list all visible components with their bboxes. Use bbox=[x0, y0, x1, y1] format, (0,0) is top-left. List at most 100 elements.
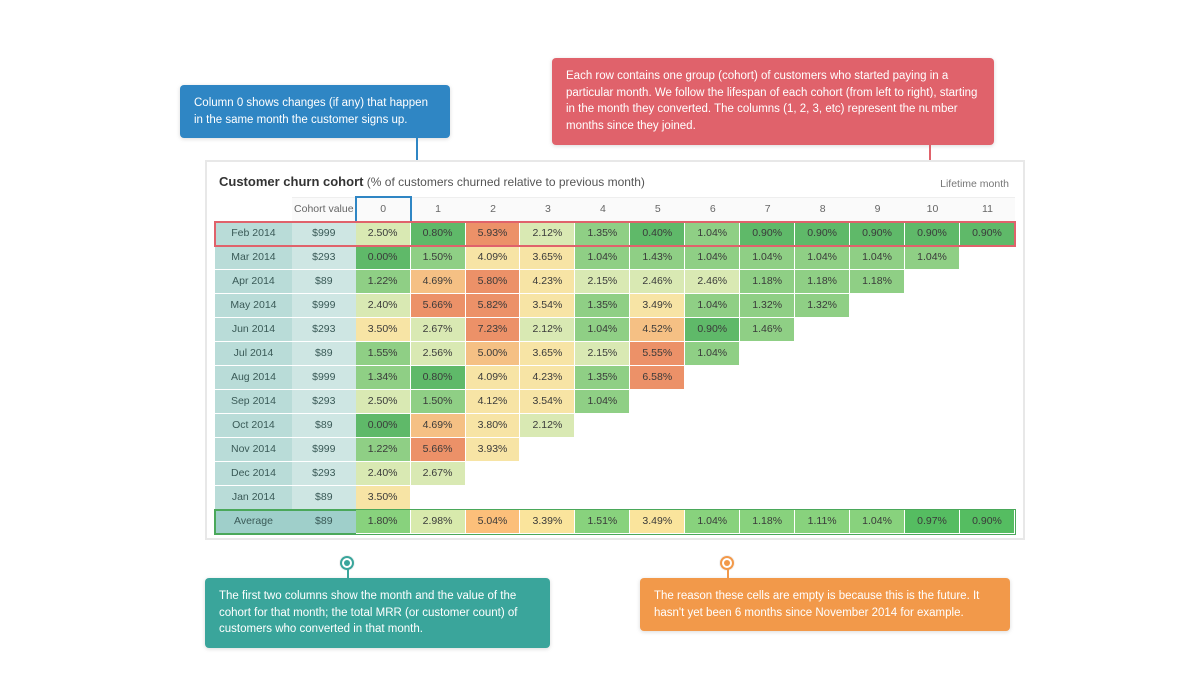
empty-cell bbox=[630, 414, 685, 438]
cell: 6.58% bbox=[630, 366, 685, 390]
col-header-4: 4 bbox=[575, 197, 630, 222]
col-header-9: 9 bbox=[850, 197, 905, 222]
cell: 2.15% bbox=[575, 342, 630, 366]
cell: 1.04% bbox=[850, 246, 905, 270]
cell: 1.35% bbox=[575, 366, 630, 390]
row-month: Aug 2014 bbox=[215, 366, 292, 390]
empty-cell bbox=[795, 486, 850, 510]
cell: 1.04% bbox=[685, 510, 740, 534]
cell: 1.04% bbox=[575, 390, 630, 414]
empty-cell bbox=[905, 342, 960, 366]
cell: 0.90% bbox=[685, 318, 740, 342]
cell: 4.09% bbox=[466, 366, 521, 390]
empty-cell bbox=[850, 366, 905, 390]
empty-cell bbox=[960, 486, 1015, 510]
cell: 4.23% bbox=[520, 270, 575, 294]
row-month: Jun 2014 bbox=[215, 318, 292, 342]
cell: 1.22% bbox=[356, 270, 411, 294]
cell: 1.04% bbox=[740, 246, 795, 270]
col-header-8: 8 bbox=[795, 197, 850, 222]
cell: 2.12% bbox=[520, 318, 575, 342]
table-row: Jul 2014$891.55%2.56%5.00%3.65%2.15%5.55… bbox=[215, 342, 1015, 366]
row-month: Nov 2014 bbox=[215, 438, 292, 462]
table-row: Mar 2014$2930.00%1.50%4.09%3.65%1.04%1.4… bbox=[215, 246, 1015, 270]
empty-cell bbox=[466, 486, 521, 510]
empty-cell bbox=[685, 366, 740, 390]
cell: 2.15% bbox=[575, 270, 630, 294]
empty-cell bbox=[850, 438, 905, 462]
cell: 0.80% bbox=[411, 366, 466, 390]
empty-cell bbox=[740, 342, 795, 366]
cell: 2.12% bbox=[520, 414, 575, 438]
cell: 4.09% bbox=[466, 246, 521, 270]
empty-cell bbox=[795, 318, 850, 342]
cell: 4.23% bbox=[520, 366, 575, 390]
col-header-5: 5 bbox=[630, 197, 685, 222]
cell: 1.04% bbox=[685, 342, 740, 366]
col-header-2: 2 bbox=[466, 197, 521, 222]
table-title-rest: (% of customers churned relative to prev… bbox=[363, 175, 644, 189]
table-row: Jun 2014$2933.50%2.67%7.23%2.12%1.04%4.5… bbox=[215, 318, 1015, 342]
average-row: Average$891.80%2.98%5.04%3.39%1.51%3.49%… bbox=[215, 510, 1015, 534]
cell: 0.90% bbox=[905, 222, 960, 246]
empty-cell bbox=[850, 462, 905, 486]
cell: 1.18% bbox=[795, 270, 850, 294]
row-cohort-value: $89 bbox=[292, 486, 356, 510]
cell: 1.80% bbox=[356, 510, 411, 534]
cell: 1.18% bbox=[740, 270, 795, 294]
cell: 1.55% bbox=[356, 342, 411, 366]
empty-cell bbox=[905, 414, 960, 438]
empty-cell bbox=[466, 462, 521, 486]
cell: 1.35% bbox=[575, 294, 630, 318]
row-month: May 2014 bbox=[215, 294, 292, 318]
cell: 2.50% bbox=[356, 390, 411, 414]
empty-cell bbox=[960, 390, 1015, 414]
empty-cell bbox=[685, 438, 740, 462]
cell: 1.32% bbox=[740, 294, 795, 318]
col-header-10: 10 bbox=[905, 197, 960, 222]
cell: 3.50% bbox=[356, 486, 411, 510]
cell: 0.90% bbox=[960, 510, 1015, 534]
row-cohort-value: $89 bbox=[292, 414, 356, 438]
cell: 1.04% bbox=[685, 294, 740, 318]
empty-cell bbox=[740, 438, 795, 462]
cell: 1.11% bbox=[795, 510, 850, 534]
col-header-3: 3 bbox=[520, 197, 575, 222]
callout-red: Each row contains one group (cohort) of … bbox=[552, 58, 994, 145]
empty-cell bbox=[685, 414, 740, 438]
cell: 5.82% bbox=[466, 294, 521, 318]
cell: 1.32% bbox=[795, 294, 850, 318]
empty-cell bbox=[905, 390, 960, 414]
cell: 0.90% bbox=[740, 222, 795, 246]
empty-cell bbox=[685, 390, 740, 414]
cell: 0.00% bbox=[356, 414, 411, 438]
col-header-0: 0 bbox=[356, 197, 411, 222]
empty-cell bbox=[850, 342, 905, 366]
empty-cell bbox=[630, 438, 685, 462]
table-row: May 2014$9992.40%5.66%5.82%3.54%1.35%3.4… bbox=[215, 294, 1015, 318]
cell: 1.04% bbox=[905, 246, 960, 270]
cell: 5.55% bbox=[630, 342, 685, 366]
cell: 4.69% bbox=[411, 414, 466, 438]
cohort-table-container: Customer churn cohort (% of customers ch… bbox=[205, 160, 1025, 540]
empty-cell bbox=[905, 366, 960, 390]
cell: 3.65% bbox=[520, 246, 575, 270]
cell: 1.43% bbox=[630, 246, 685, 270]
empty-cell bbox=[630, 390, 685, 414]
empty-cell bbox=[685, 462, 740, 486]
cell: 3.49% bbox=[630, 294, 685, 318]
empty-cell bbox=[740, 486, 795, 510]
table-title: Customer churn cohort (% of customers ch… bbox=[215, 170, 1015, 197]
row-month: Apr 2014 bbox=[215, 270, 292, 294]
row-month: Jan 2014 bbox=[215, 486, 292, 510]
empty-cell bbox=[905, 318, 960, 342]
cell: 5.00% bbox=[466, 342, 521, 366]
empty-cell bbox=[850, 486, 905, 510]
row-month: Average bbox=[215, 510, 292, 534]
empty-cell bbox=[630, 462, 685, 486]
col-header-1: 1 bbox=[411, 197, 466, 222]
empty-cell bbox=[960, 414, 1015, 438]
row-cohort-value: $293 bbox=[292, 318, 356, 342]
cell: 3.39% bbox=[520, 510, 575, 534]
table-row: Oct 2014$890.00%4.69%3.80%2.12% bbox=[215, 414, 1015, 438]
